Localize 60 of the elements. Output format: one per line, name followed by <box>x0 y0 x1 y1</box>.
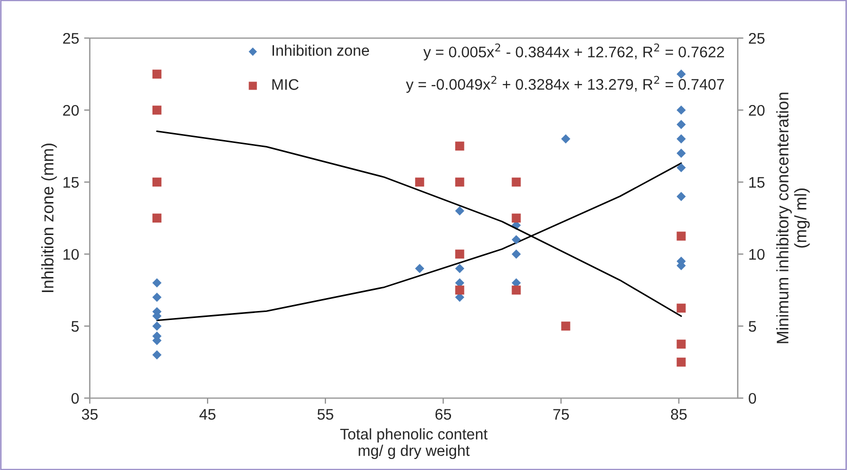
y-tick-label: 25 <box>63 32 79 44</box>
point <box>676 358 686 367</box>
point <box>152 106 162 115</box>
y-tick-label: 0 <box>71 392 79 404</box>
annotation: y = 0.005x$^{2}$ - 0.3844x + 12.762, R$^{2}$ = 0.7622 <box>423 43 724 60</box>
point <box>152 178 162 187</box>
y-tick-label: 5 <box>71 321 79 332</box>
point <box>512 235 521 244</box>
point <box>152 70 162 79</box>
point <box>455 286 464 295</box>
point <box>415 178 424 187</box>
point <box>455 206 464 216</box>
point <box>455 178 464 187</box>
point <box>676 134 686 144</box>
point <box>455 264 464 274</box>
point <box>152 292 162 302</box>
x-tick-label: 85 <box>671 408 687 420</box>
annotation: y = -0.0049x$^{2}$ + 0.3284x + 13.279, R$^{2}$ = 0.7407 <box>406 76 724 93</box>
point <box>512 214 521 223</box>
y-tick-label: 15 <box>64 177 79 188</box>
x-tick-label: 75 <box>553 409 569 420</box>
y2-tick-label: 15 <box>749 177 765 188</box>
point <box>676 105 686 115</box>
point <box>676 232 686 241</box>
point <box>152 278 162 288</box>
point <box>561 322 570 331</box>
y2-tick-label: 0 <box>748 392 756 404</box>
y2-axis-title: Minimum inhibitory concenteration (mg/ ml) <box>776 92 810 344</box>
y2-tick-label: 25 <box>748 32 765 44</box>
x-axis-title: Total phenolic content mg/ g dry weight <box>340 428 488 459</box>
y2-tick-label: 10 <box>749 248 765 260</box>
x-tick-label: 45 <box>199 409 216 420</box>
legend-label: Inhibition zone <box>272 44 369 56</box>
y-tick-label: 10 <box>64 248 79 260</box>
point <box>512 286 521 295</box>
point <box>676 192 686 202</box>
point <box>676 163 686 172</box>
point <box>152 214 162 223</box>
legend-label: MIC <box>272 79 299 90</box>
point <box>415 264 424 274</box>
point <box>152 350 162 360</box>
point <box>512 178 521 187</box>
point <box>676 148 686 158</box>
y2-tick-label: 5 <box>748 321 756 332</box>
x-tick-label: 55 <box>318 409 334 420</box>
point <box>152 321 162 331</box>
y2-tick-label: 20 <box>748 104 765 116</box>
x-tick-label: 35 <box>82 408 98 420</box>
y-tick-label: 20 <box>63 104 79 116</box>
point <box>676 340 686 349</box>
point <box>676 69 686 79</box>
point <box>676 304 686 313</box>
point <box>455 142 464 151</box>
point <box>676 120 686 130</box>
point <box>512 249 521 259</box>
point <box>455 250 464 259</box>
y-axis-title: Inhibition zone (mm) <box>41 144 57 292</box>
x-tick-label: 65 <box>435 408 452 420</box>
point <box>561 134 570 144</box>
line-series <box>156 130 682 317</box>
